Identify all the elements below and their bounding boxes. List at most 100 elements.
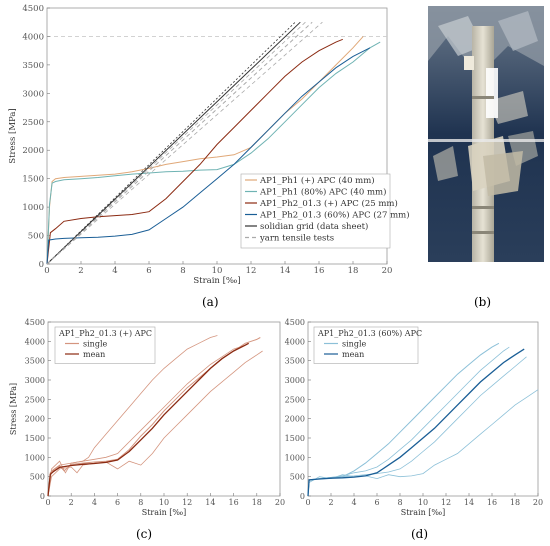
y-tick-label-d-0: 0 <box>300 492 305 501</box>
series-line-c-1 <box>47 342 250 497</box>
x-tick-label-d-10: 10 <box>418 498 428 507</box>
series-line-a-1 <box>46 41 381 265</box>
x-tick-label-d-14: 14 <box>464 498 474 507</box>
x-tick-label-c-2: 2 <box>69 498 74 507</box>
y-tick-label-a-500: 500 <box>28 232 44 242</box>
x-tick-label-a-20: 20 <box>382 266 393 276</box>
x-tick-label-a-8: 8 <box>180 266 185 276</box>
y-tick-label-c-2000: 2000 <box>25 415 45 424</box>
series-line-a-3 <box>46 47 371 265</box>
specimen-photo-graphic <box>428 6 544 262</box>
x-tick-label-a-14: 14 <box>280 266 291 276</box>
x-tick-label-d-12: 12 <box>441 498 451 507</box>
x-tick-label-c-12: 12 <box>182 498 192 507</box>
x-axis-label-a: Strain [‰] <box>193 276 240 286</box>
x-tick-label-c-16: 16 <box>229 498 239 507</box>
extra-line-c-2 <box>47 344 246 497</box>
y-tick-label-d-4000: 4000 <box>285 337 305 346</box>
y-tick-label-d-500: 500 <box>290 473 305 482</box>
extra-line-d-0 <box>307 346 510 497</box>
extra-line-a-2 <box>46 21 323 265</box>
y-tick-label-c-1000: 1000 <box>25 453 45 462</box>
series-line-d-0 <box>307 342 500 497</box>
x-tick-label-c-6: 6 <box>115 498 120 507</box>
panel-label-a: (a) <box>202 295 219 309</box>
y-tick-label-c-1500: 1500 <box>25 434 45 443</box>
extra-line-a-1 <box>46 21 306 265</box>
specimen-photo <box>428 6 544 262</box>
legend-label-a-2: AP1_Ph2_01.3 (+) APC (25 mm) <box>259 198 398 209</box>
y-tick-label-a-4000: 4000 <box>22 32 44 42</box>
y-tick-label-a-1000: 1000 <box>22 203 44 213</box>
y-tick-label-c-2500: 2500 <box>25 395 45 404</box>
x-tick-label-d-16: 16 <box>487 498 497 507</box>
legend-box-d <box>313 326 419 364</box>
x-tick-label-d-18: 18 <box>510 498 520 507</box>
extra-line-c-0 <box>47 335 218 497</box>
y-tick-label-a-0: 0 <box>39 260 44 270</box>
x-tick-label-c-20: 20 <box>275 498 285 507</box>
legend-title-d: AP1_Ph2_01.3 (60%) APC <box>317 329 422 338</box>
panel-label-c: (c) <box>136 527 153 541</box>
x-tick-label-a-6: 6 <box>146 266 151 276</box>
x-tick-label-a-18: 18 <box>348 266 359 276</box>
legend-label-c-1: mean <box>83 350 105 359</box>
y-axis-label-a: Stress [MPa] <box>8 108 18 164</box>
y-tick-label-c-4000: 4000 <box>25 337 45 346</box>
x-axis-label-d: Strain [‰] <box>401 508 446 517</box>
series-line-a-5 <box>46 21 313 265</box>
series-line-d-1 <box>307 348 525 497</box>
y-tick-label-c-500: 500 <box>30 473 45 482</box>
y-tick-label-d-1000: 1000 <box>285 453 305 462</box>
legend-label-a-3: AP1_Ph2_01.3 (60%) APC (27 mm) <box>259 210 410 221</box>
x-tick-label-c-0: 0 <box>45 498 50 507</box>
panel-label-d: (d) <box>411 527 429 541</box>
x-tick-label-a-0: 0 <box>44 266 49 276</box>
y-tick-label-a-3000: 3000 <box>22 89 44 99</box>
x-tick-label-d-0: 0 <box>305 498 310 507</box>
x-tick-label-c-8: 8 <box>138 498 143 507</box>
chart-d: 0 2 4 6 8 10 12 14 16 18 20 0 500 1000 1500 2000 2500 300… <box>285 318 543 517</box>
y-tick-label-d-2000: 2000 <box>285 415 305 424</box>
y-axis-label-c: Stress [MPa] <box>9 383 18 435</box>
legend-label-d-0: single <box>342 340 366 349</box>
y-tick-label-d-2500: 2500 <box>285 395 305 404</box>
x-tick-label-a-4: 4 <box>112 266 117 276</box>
legend-label-a-1: AP1_Ph1 (80%) APC (40 mm) <box>259 187 386 198</box>
y-tick-label-c-3000: 3000 <box>25 376 45 385</box>
y-tick-label-a-2000: 2000 <box>22 146 44 156</box>
y-tick-label-a-3500: 3500 <box>22 61 44 71</box>
legend-label-c-0: single <box>83 340 107 349</box>
legend-label-a-5: yarn tensile tests <box>259 234 334 244</box>
y-tick-label-d-3000: 3000 <box>285 376 305 385</box>
y-tick-label-c-0: 0 <box>40 492 45 501</box>
legend-box-c <box>54 326 156 364</box>
x-tick-label-c-10: 10 <box>159 498 169 507</box>
x-tick-label-a-12: 12 <box>246 266 257 276</box>
legend-label-a-4: solidian grid (data sheet) <box>260 221 368 232</box>
x-tick-label-a-16: 16 <box>314 266 325 276</box>
series-line-a-2 <box>46 38 343 265</box>
y-tick-label-a-1500: 1500 <box>22 175 44 185</box>
x-tick-label-d-2: 2 <box>328 498 333 507</box>
y-tick-label-d-4500: 4500 <box>285 318 305 327</box>
y-tick-label-d-1500: 1500 <box>285 434 305 443</box>
x-tick-label-d-8: 8 <box>397 498 402 507</box>
x-tick-label-c-14: 14 <box>205 498 215 507</box>
chart-a: 0 2 4 6 8 10 12 14 16 18 20 0 500 1000 1500 2000 2500 300… <box>8 4 410 286</box>
y-tick-label-a-2500: 2500 <box>22 118 44 128</box>
x-tick-label-c-18: 18 <box>252 498 262 507</box>
x-axis-label-c: Strain [‰] <box>142 508 187 517</box>
legend-box-a <box>240 173 391 249</box>
y-tick-label-d-3500: 3500 <box>285 357 305 366</box>
chart-c: 0 2 4 6 8 10 12 14 16 18 20 0 500 1000 1500 2000 2500 300… <box>9 318 285 517</box>
series-line-a-0 <box>46 36 364 265</box>
legend-label-a-0: AP1_Ph1 (+) APC (40 mm) <box>259 175 375 186</box>
x-tick-label-a-2: 2 <box>78 266 83 276</box>
series-line-a-4 <box>46 21 301 265</box>
x-tick-label-d-20: 20 <box>533 498 543 507</box>
legend-label-d-1: mean <box>342 350 364 359</box>
panel-label-b: (b) <box>474 295 492 309</box>
y-tick-label-c-3500: 3500 <box>25 357 45 366</box>
